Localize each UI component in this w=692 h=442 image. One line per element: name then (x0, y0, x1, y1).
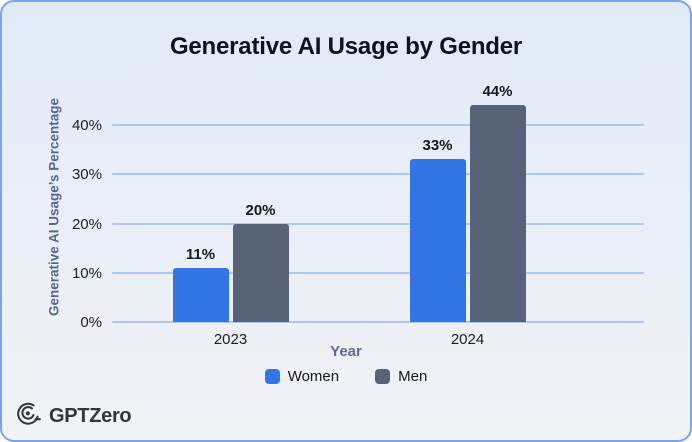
y-axis-label: Generative AI Usage’s Percentage (46, 97, 62, 317)
y-tick-20%: 20% (71, 215, 102, 233)
chart-title: Generative AI Usage by Gender (169, 33, 523, 60)
bar-women-2023 (172, 267, 229, 322)
legend-label-men: Men (398, 368, 428, 385)
legend: Women Men (2, 368, 690, 385)
bar-group-2023: 11% 20% 2023 (172, 201, 289, 348)
bar-group-2024: 33% 44% 2024 (409, 83, 526, 348)
bar-column-women-2024: 33% (409, 137, 466, 322)
gridline-30% (112, 173, 644, 176)
x-tick-2023: 2023 (213, 331, 248, 348)
bar-value-label: 33% (422, 137, 453, 155)
bar-column-women-2023: 11% (172, 245, 229, 322)
legend-item-men: Men (375, 368, 427, 385)
plot-area: 0% 10% 20% 30% 40% 11% 20% 2023 33% 44% 2024 (72, 83, 644, 348)
y-tick-0%: 0% (80, 314, 102, 331)
gridline-0% (112, 321, 644, 323)
y-tick-30%: 30% (71, 166, 102, 184)
bar-women-2024 (409, 159, 466, 322)
bar-groups: 11% 20% 2023 33% 44% 2024 (112, 83, 644, 348)
bar-value-label: 11% (185, 245, 216, 263)
gridline-10% (112, 271, 644, 274)
bar-men-2023 (232, 223, 289, 322)
y-tick-40%: 40% (71, 117, 102, 134)
legend-label-women: Women (287, 368, 340, 385)
gptzero-spiral-icon (15, 400, 42, 432)
x-axis-label: Year (330, 343, 362, 360)
gptzero-logo: GPTZero (15, 400, 132, 432)
y-tick-10%: 10% (71, 264, 102, 282)
legend-swatch-men (375, 369, 391, 384)
bar-men-2024 (469, 105, 526, 322)
x-tick-2024: 2024 (450, 331, 485, 348)
bar-value-label: 44% (482, 83, 513, 101)
legend-swatch-women (264, 369, 280, 384)
bar-column-men-2024: 44% (469, 83, 526, 322)
gridline-40% (112, 124, 644, 126)
gridline-20% (112, 222, 644, 225)
bar-value-label: 20% (245, 201, 276, 219)
bar-column-men-2023: 20% (232, 201, 289, 322)
legend-item-women: Women (264, 368, 340, 385)
gptzero-logo-text: GPTZero (49, 404, 132, 427)
